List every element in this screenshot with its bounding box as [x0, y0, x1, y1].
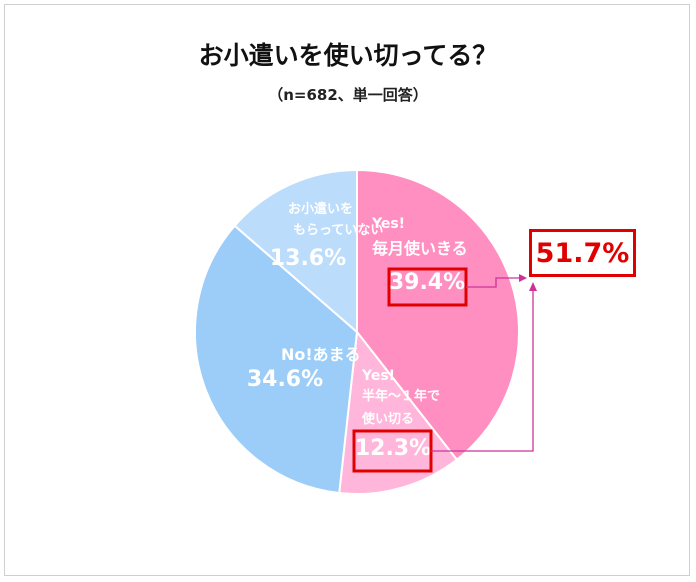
slice-label-3-line-1: No!あまる	[281, 345, 361, 364]
slice-label-4-line-1: お小遣いを	[288, 201, 353, 217]
slice-label-2-line-3: 使い切る	[361, 411, 414, 427]
slice-label-2-line-1: Yes!	[361, 368, 395, 384]
slice-value-2: 12.3%	[355, 436, 431, 461]
callout-total: 51.7%	[529, 229, 636, 277]
slice-label-4-line-2: もらっていない	[293, 223, 383, 238]
connector-line-1	[466, 277, 520, 288]
slice-value-3: 34.6%	[247, 367, 323, 392]
connector-line-2	[431, 290, 534, 452]
connector-arrow-2	[529, 282, 537, 291]
slice-value-1: 39.4%	[389, 270, 465, 295]
chart-subtitle: （n=682、単一回答）	[268, 86, 428, 104]
callout-connectors	[431, 274, 537, 452]
pie-slice-4	[233, 168, 358, 335]
connector-arrow-1	[519, 274, 527, 282]
slice-label-2-line-2: 半年～１年で	[362, 388, 440, 404]
pie-slice-3	[194, 224, 359, 495]
pie-slice-2	[338, 329, 459, 495]
chart-title: お小遣いを使い切ってる？	[198, 41, 498, 70]
pie-slice-1	[356, 168, 521, 462]
pie-slices	[194, 168, 521, 495]
slice-label-1-line-2: 毎月使いきる	[372, 239, 468, 258]
slice-value-4: 13.6%	[270, 246, 346, 271]
slice-label-1-line-1: Yes!	[371, 216, 405, 232]
